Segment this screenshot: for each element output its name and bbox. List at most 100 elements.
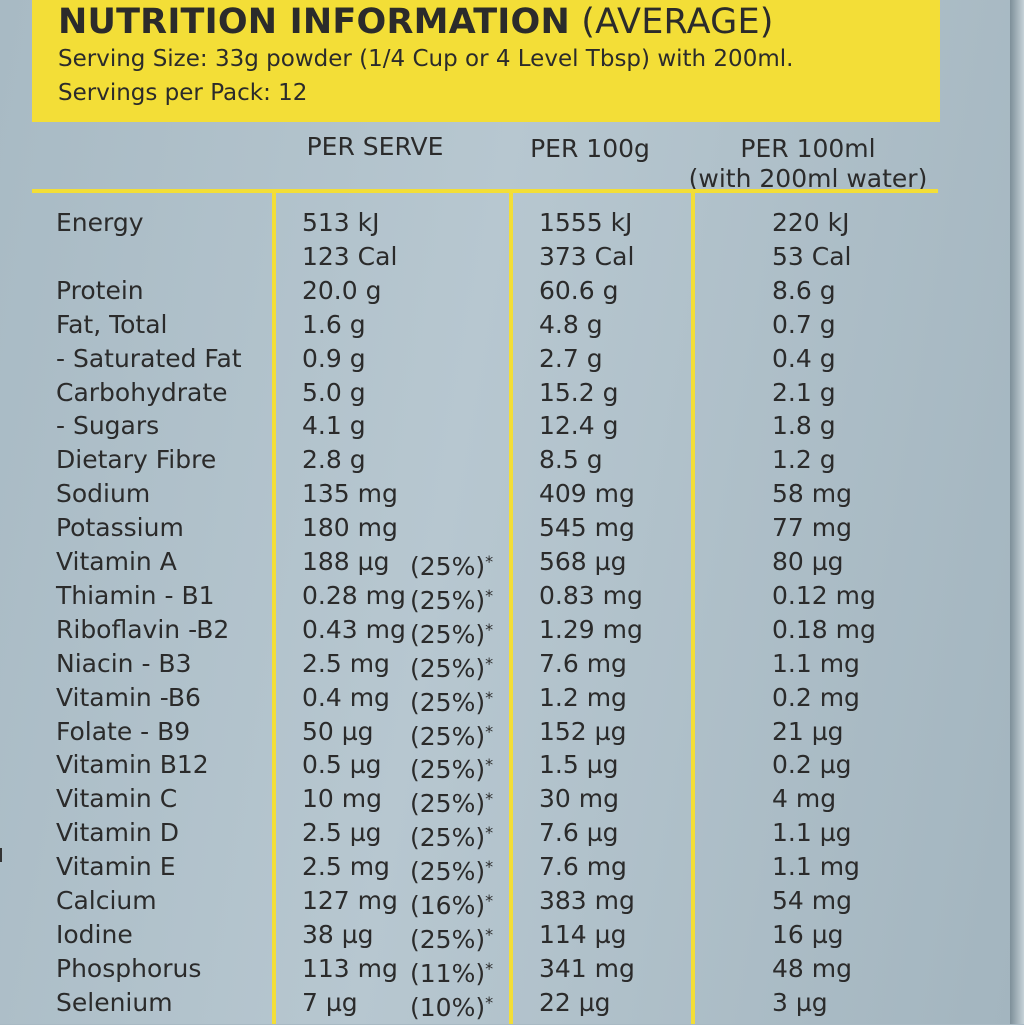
daily-intake-percent: (10%)* bbox=[410, 986, 493, 1025]
header-banner bbox=[32, 0, 940, 122]
per-100ml-value: 80 µg bbox=[772, 547, 844, 576]
per-100g-value: 1555 kJ bbox=[539, 208, 633, 237]
daily-intake-percent: (25%)* bbox=[410, 579, 493, 618]
per-serve-value: 0.5 µg bbox=[302, 750, 382, 780]
per-100ml-value: 0.2 µg bbox=[772, 750, 852, 780]
table-row: Thiamin - B1 0.28 mg (25%)* 0.83 mg 0.12 mg bbox=[0, 579, 1010, 615]
table-row: Energy 513 kJ 1555 kJ 220 kJ bbox=[0, 206, 1010, 240]
per-serve-value: 2.5 mg bbox=[302, 852, 390, 882]
per-100g-value: 152 µg bbox=[539, 716, 627, 746]
per-100g-value: 30 mg bbox=[539, 784, 619, 814]
per-100ml-value: 58 mg bbox=[772, 479, 852, 509]
nutrient-name: Vitamin D bbox=[56, 818, 179, 848]
percent-text: (25%) bbox=[410, 755, 486, 785]
per-serve-value: 513 kJ bbox=[302, 208, 380, 237]
per-100g-value: 15.2 g bbox=[539, 377, 619, 407]
per-100ml-value: 54 mg bbox=[772, 886, 852, 915]
edge-mark bbox=[0, 848, 2, 862]
per-100g-value: 114 µg bbox=[539, 919, 627, 949]
percent-text: (25%) bbox=[410, 857, 486, 887]
asterisk-note: * bbox=[485, 924, 494, 944]
header-divider bbox=[32, 189, 938, 193]
per-100ml-value: 3 µg bbox=[772, 987, 828, 1017]
asterisk-note: * bbox=[485, 552, 494, 571]
per-100ml-value: 77 mg bbox=[772, 513, 852, 543]
asterisk-note: * bbox=[485, 992, 494, 1012]
per-100g-value: 7.6 mg bbox=[539, 852, 627, 882]
daily-intake-percent: (25%)* bbox=[410, 715, 493, 754]
asterisk-note: * bbox=[485, 653, 494, 673]
table-row: Vitamin A 188 µg (25%)* 568 µg 80 µg bbox=[0, 545, 1010, 581]
nutrient-name: Niacin - B3 bbox=[56, 648, 192, 678]
per-100g-value: 7.6 µg bbox=[539, 818, 619, 848]
daily-intake-percent: (25%)* bbox=[410, 748, 493, 787]
column-header-per-100ml: PER 100ml (with 200ml water) bbox=[676, 134, 940, 194]
table-row: Calcium 127 mg (16%)* 383 mg 54 mg bbox=[0, 884, 1010, 920]
per-serve-value: 38 µg bbox=[302, 919, 374, 949]
per-100g-value: 0.83 mg bbox=[539, 580, 643, 610]
percent-text: (11%) bbox=[410, 958, 486, 988]
per-100g-value: 1.5 µg bbox=[539, 750, 619, 780]
nutrient-name: Calcium bbox=[56, 886, 157, 915]
asterisk-note: * bbox=[485, 585, 494, 605]
per-100ml-line1: PER 100ml bbox=[740, 134, 876, 163]
per-serve-value: 0.9 g bbox=[302, 343, 366, 373]
nutrient-name: Fat, Total bbox=[56, 309, 168, 339]
per-serve-value: 0.4 mg bbox=[302, 682, 390, 712]
per-100g-value: 545 mg bbox=[539, 513, 635, 543]
percent-text: (25%) bbox=[410, 585, 486, 615]
percent-text: (25%) bbox=[410, 924, 486, 954]
daily-intake-percent: (25%)* bbox=[410, 613, 493, 652]
per-serve-value: 180 mg bbox=[302, 513, 398, 543]
per-serve-value: 135 mg bbox=[302, 479, 398, 509]
table-row: Fat, Total 1.6 g 4.8 g 0.7 g bbox=[0, 308, 1010, 342]
per-serve-value: 113 mg bbox=[302, 953, 398, 983]
per-serve-value: 2.5 µg bbox=[302, 818, 382, 848]
nutrient-name: Thiamin - B1 bbox=[56, 580, 215, 610]
daily-intake-percent: (25%)* bbox=[410, 545, 493, 584]
per-100g-value: 409 mg bbox=[539, 479, 635, 509]
column-header-per-serve: PER SERVE bbox=[306, 132, 444, 161]
table-row: Vitamin -B6 0.4 mg (25%)* 1.2 mg 0.2 mg bbox=[0, 681, 1010, 717]
nutrient-name: Phosphorus bbox=[56, 953, 202, 983]
per-100g-value: 12.4 g bbox=[539, 411, 619, 441]
per-serve-value: 0.28 mg bbox=[302, 580, 406, 610]
daily-intake-percent: (16%)* bbox=[410, 884, 493, 923]
daily-intake-percent: (25%)* bbox=[410, 782, 493, 821]
daily-intake-percent: (11%)* bbox=[410, 952, 493, 991]
percent-text: (25%) bbox=[410, 823, 486, 853]
per-100ml-value: 48 mg bbox=[772, 953, 852, 983]
table-row: Vitamin C 10 mg (25%)* 30 mg 4 mg bbox=[0, 782, 1010, 818]
per-100ml-value: 0.18 mg bbox=[772, 614, 876, 644]
title-bold: NUTRITION INFORMATION bbox=[58, 2, 570, 42]
nutrient-name: Energy bbox=[56, 208, 144, 237]
per-100g-value: 2.7 g bbox=[539, 343, 603, 373]
table-row: Dietary Fibre 2.8 g 8.5 g 1.2 g bbox=[0, 443, 1010, 477]
asterisk-note: * bbox=[485, 721, 494, 741]
per-100ml-value: 2.1 g bbox=[772, 377, 836, 407]
daily-intake-percent: (25%)* bbox=[410, 681, 493, 720]
table-row: Vitamin B12 0.5 µg (25%)* 1.5 µg 0.2 µg bbox=[0, 748, 1010, 784]
per-100ml-value: 1.2 g bbox=[772, 445, 836, 475]
per-serve-value: 4.1 g bbox=[302, 411, 366, 441]
percent-text: (25%) bbox=[410, 789, 486, 819]
per-100g-value: 383 mg bbox=[539, 886, 635, 915]
percent-text: (10%) bbox=[410, 992, 486, 1022]
per-100g-value: 373 Cal bbox=[539, 241, 635, 271]
table-row: Potassium 180 mg 545 mg 77 mg bbox=[0, 511, 1010, 545]
percent-text: (16%) bbox=[410, 891, 486, 920]
per-100ml-value: 1.1 mg bbox=[772, 648, 860, 678]
asterisk-note: * bbox=[485, 687, 494, 707]
table-row: Sodium 135 mg 409 mg 58 mg bbox=[0, 477, 1010, 511]
per-100g-value: 22 µg bbox=[539, 987, 611, 1017]
per-100g-value: 1.29 mg bbox=[539, 614, 643, 644]
table-row: Carbohydrate 5.0 g 15.2 g 2.1 g bbox=[0, 376, 1010, 410]
per-serve-value: 1.6 g bbox=[302, 309, 366, 339]
per-serve-value: 123 Cal bbox=[302, 241, 398, 271]
per-serve-value: 50 µg bbox=[302, 716, 374, 746]
per-100g-value: 4.8 g bbox=[539, 309, 603, 339]
nutrient-name: Sodium bbox=[56, 479, 151, 509]
percent-text: (25%) bbox=[410, 552, 486, 581]
table-row: Riboflavin -B2 0.43 mg (25%)* 1.29 mg 0.18 m… bbox=[0, 613, 1010, 649]
